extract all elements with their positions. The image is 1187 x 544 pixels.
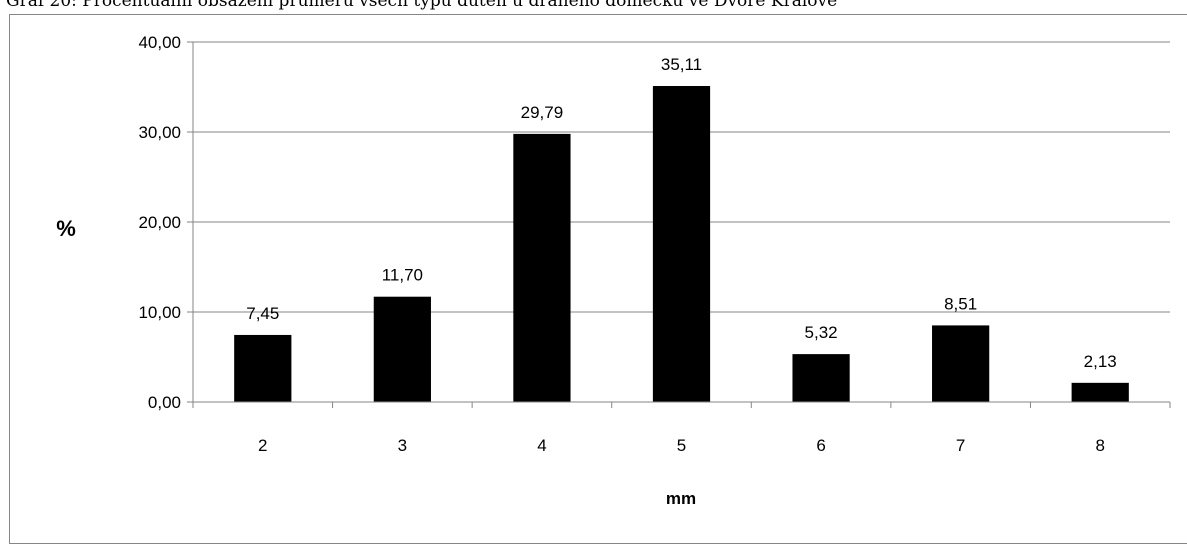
y-tick-label: 30,00: [138, 123, 181, 142]
bar: [652, 86, 711, 402]
x-axis-title: mm: [666, 489, 696, 508]
data-label: 8,51: [944, 294, 977, 313]
bars: [234, 86, 1129, 402]
data-label: 35,11: [661, 55, 702, 74]
x-tick-label: 6: [816, 436, 825, 455]
data-label: 29,79: [521, 103, 564, 122]
x-tick-label: 5: [677, 436, 686, 455]
bar: [792, 354, 850, 402]
y-tick-label: 10,00: [138, 303, 181, 322]
bar: [932, 325, 990, 402]
data-label: 7,45: [246, 304, 279, 323]
axes: [187, 41, 1171, 408]
x-tick-label: 4: [537, 436, 546, 455]
x-tick-label: 8: [1095, 436, 1104, 455]
labels: 0,00 10,00 20,00 30,00 40,00 7,45 2 11,70 3 29,79…: [138, 33, 1116, 455]
y-axis-title: %: [56, 216, 76, 241]
bar: [1071, 382, 1129, 402]
y-tick-label: 40,00: [138, 33, 181, 52]
y-tick-label: 20,00: [138, 213, 181, 232]
data-label: 2,13: [1084, 352, 1117, 371]
x-tick-label: 7: [956, 436, 965, 455]
y-tick-label: 0,00: [148, 393, 181, 412]
data-label: 11,70: [382, 266, 423, 285]
bar: [373, 296, 431, 402]
x-tick-label: 2: [258, 436, 267, 455]
x-tick-label: 3: [398, 436, 407, 455]
data-label: 5,32: [805, 323, 838, 342]
bar: [234, 334, 292, 402]
chart-caption: Graf 20: Procentuální obsazení průměru v…: [6, 0, 838, 11]
bar: [513, 133, 571, 402]
